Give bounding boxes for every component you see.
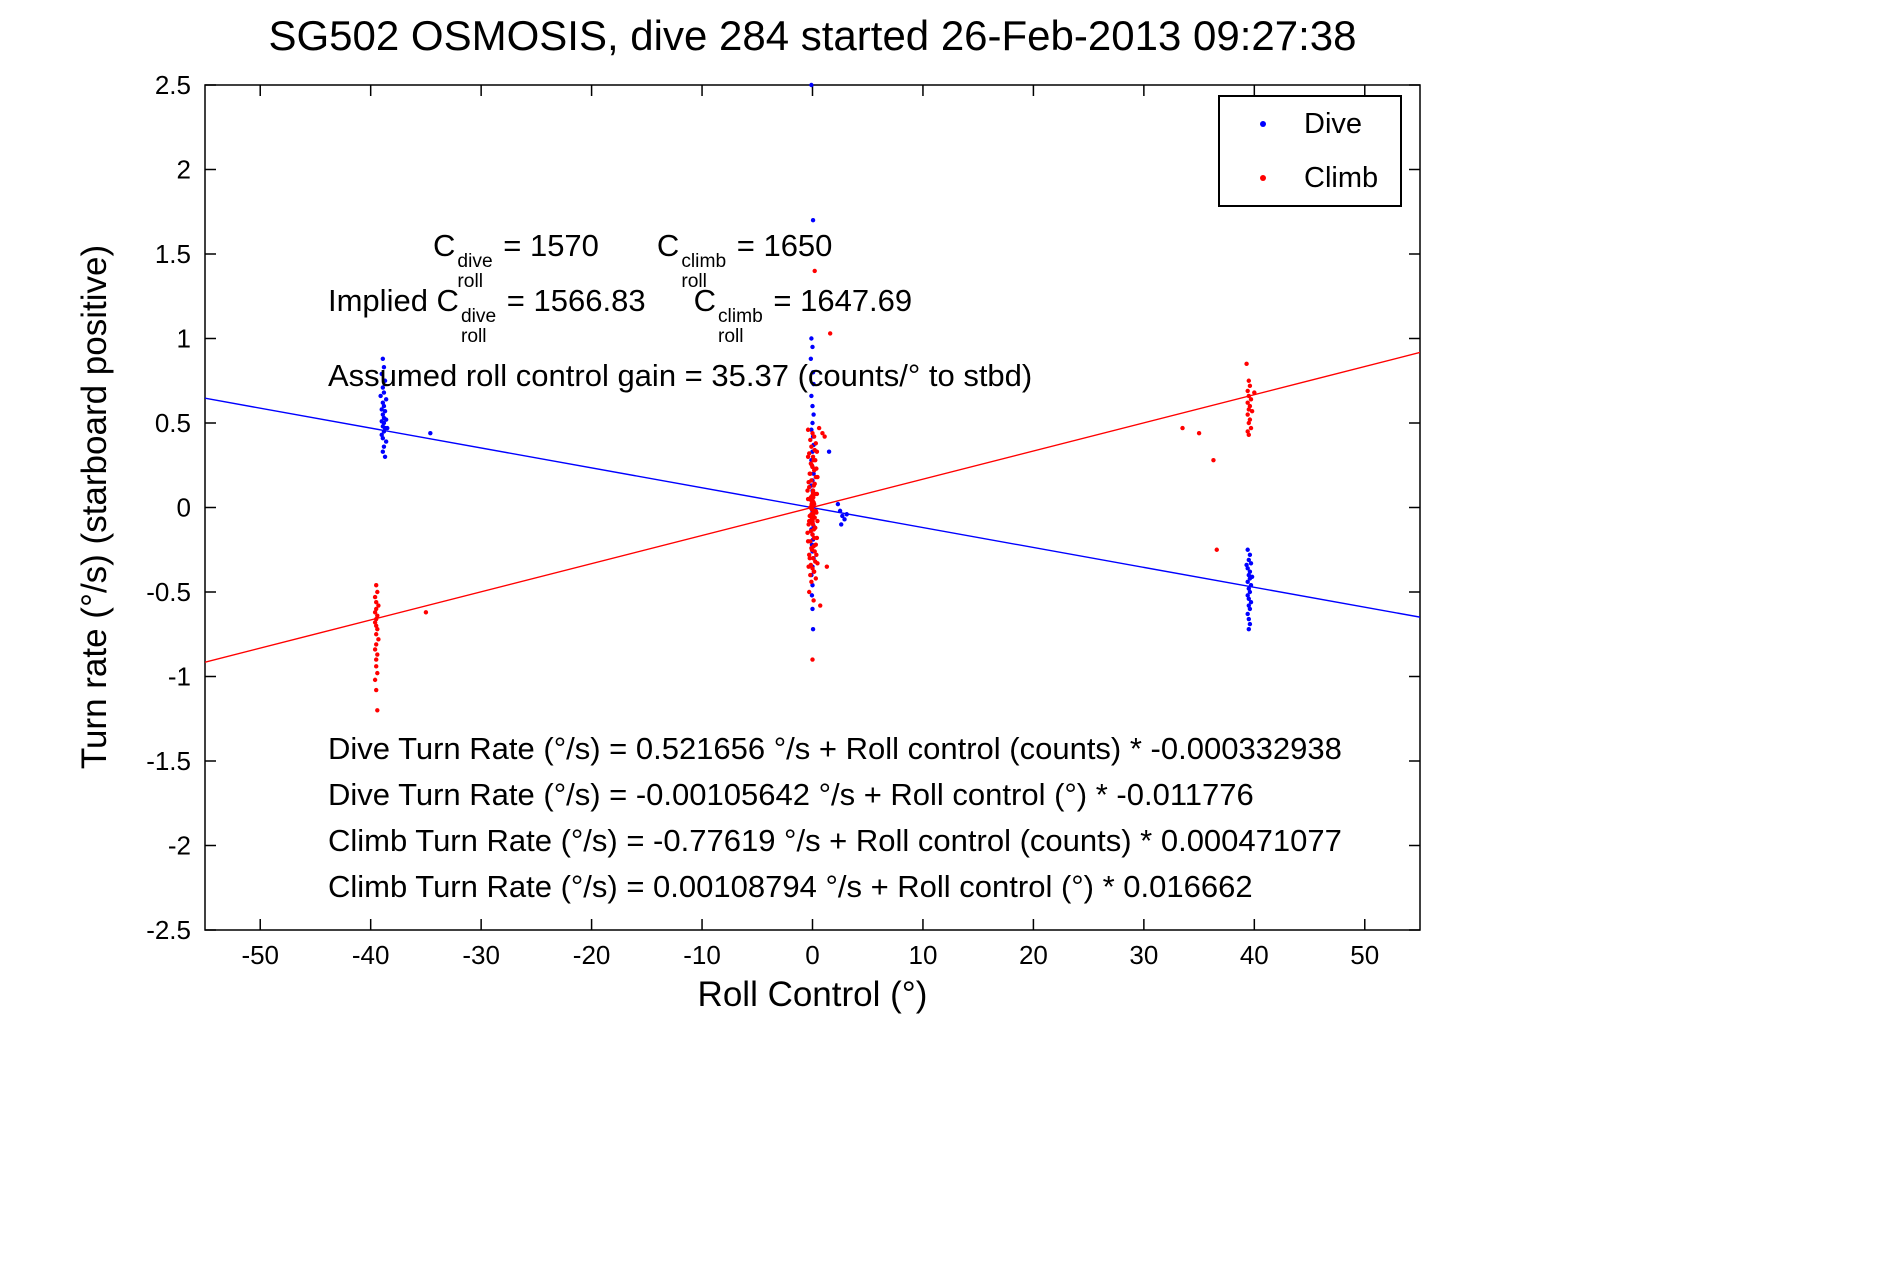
y-tick-label: -2 [168,831,191,861]
legend-entry-climb: Climb [1220,151,1400,205]
equation-climb-counts: Climb Turn Rate (°/s) = -0.77619 °/s + R… [328,823,1342,858]
legend-label-climb: Climb [1304,161,1379,194]
y-tick-label: 1.5 [155,239,191,269]
dive-marker-icon [1260,121,1266,127]
y-axis: -2.5 -2 -1.5 -1 -0.5 0 0.5 1 1.5 2 2.5 [146,70,1420,945]
annotation-roll-gain: Assumed roll control gain = 35.37 (count… [328,358,1033,393]
equation-climb-degrees: Climb Turn Rate (°/s) = 0.00108794 °/s +… [328,869,1253,904]
equation-dive-counts: Dive Turn Rate (°/s) = 0.521656 °/s + Ro… [328,731,1342,766]
x-tick-label: -40 [352,940,390,970]
equation-dive-degrees: Dive Turn Rate (°/s) = -0.00105642 °/s +… [328,777,1254,812]
x-tick-label: -30 [462,940,500,970]
y-tick-label: -2.5 [146,915,191,945]
y-tick-label: -0.5 [146,577,191,607]
x-tick-label: 0 [805,940,819,970]
climb-marker-icon [1260,175,1266,181]
y-tick-label: -1 [168,662,191,692]
y-tick-label: 2 [177,155,191,185]
chart-title: SG502 OSMOSIS, dive 284 started 26-Feb-2… [268,12,1357,59]
x-tick-label: 10 [908,940,937,970]
x-tick-label: 30 [1129,940,1158,970]
fit-equations: Dive Turn Rate (°/s) = 0.521656 °/s + Ro… [328,726,1342,910]
x-axis-label: Roll Control (°) [697,975,928,1014]
climb-points [372,268,1257,713]
y-tick-label: 1 [177,324,191,354]
x-tick-label: 20 [1019,940,1048,970]
y-axis-label: Turn rate (°/s) (starboard positive) [75,244,114,770]
legend: Dive Climb [1218,95,1402,207]
y-tick-label: 0.5 [155,408,191,438]
y-tick-label: -1.5 [146,746,191,776]
x-axis: -50 -40 -30 -20 -10 0 10 20 30 40 50 [241,85,1379,970]
legend-entry-dive: Dive [1220,97,1400,151]
x-tick-label: -20 [573,940,611,970]
x-tick-label: 50 [1350,940,1379,970]
y-tick-label: 0 [177,493,191,523]
legend-label-dive: Dive [1304,107,1363,140]
x-tick-label: 40 [1240,940,1269,970]
y-tick-label: 2.5 [155,70,191,100]
plot-content [205,82,1420,713]
x-tick-label: -50 [241,940,279,970]
x-tick-label: -10 [683,940,721,970]
